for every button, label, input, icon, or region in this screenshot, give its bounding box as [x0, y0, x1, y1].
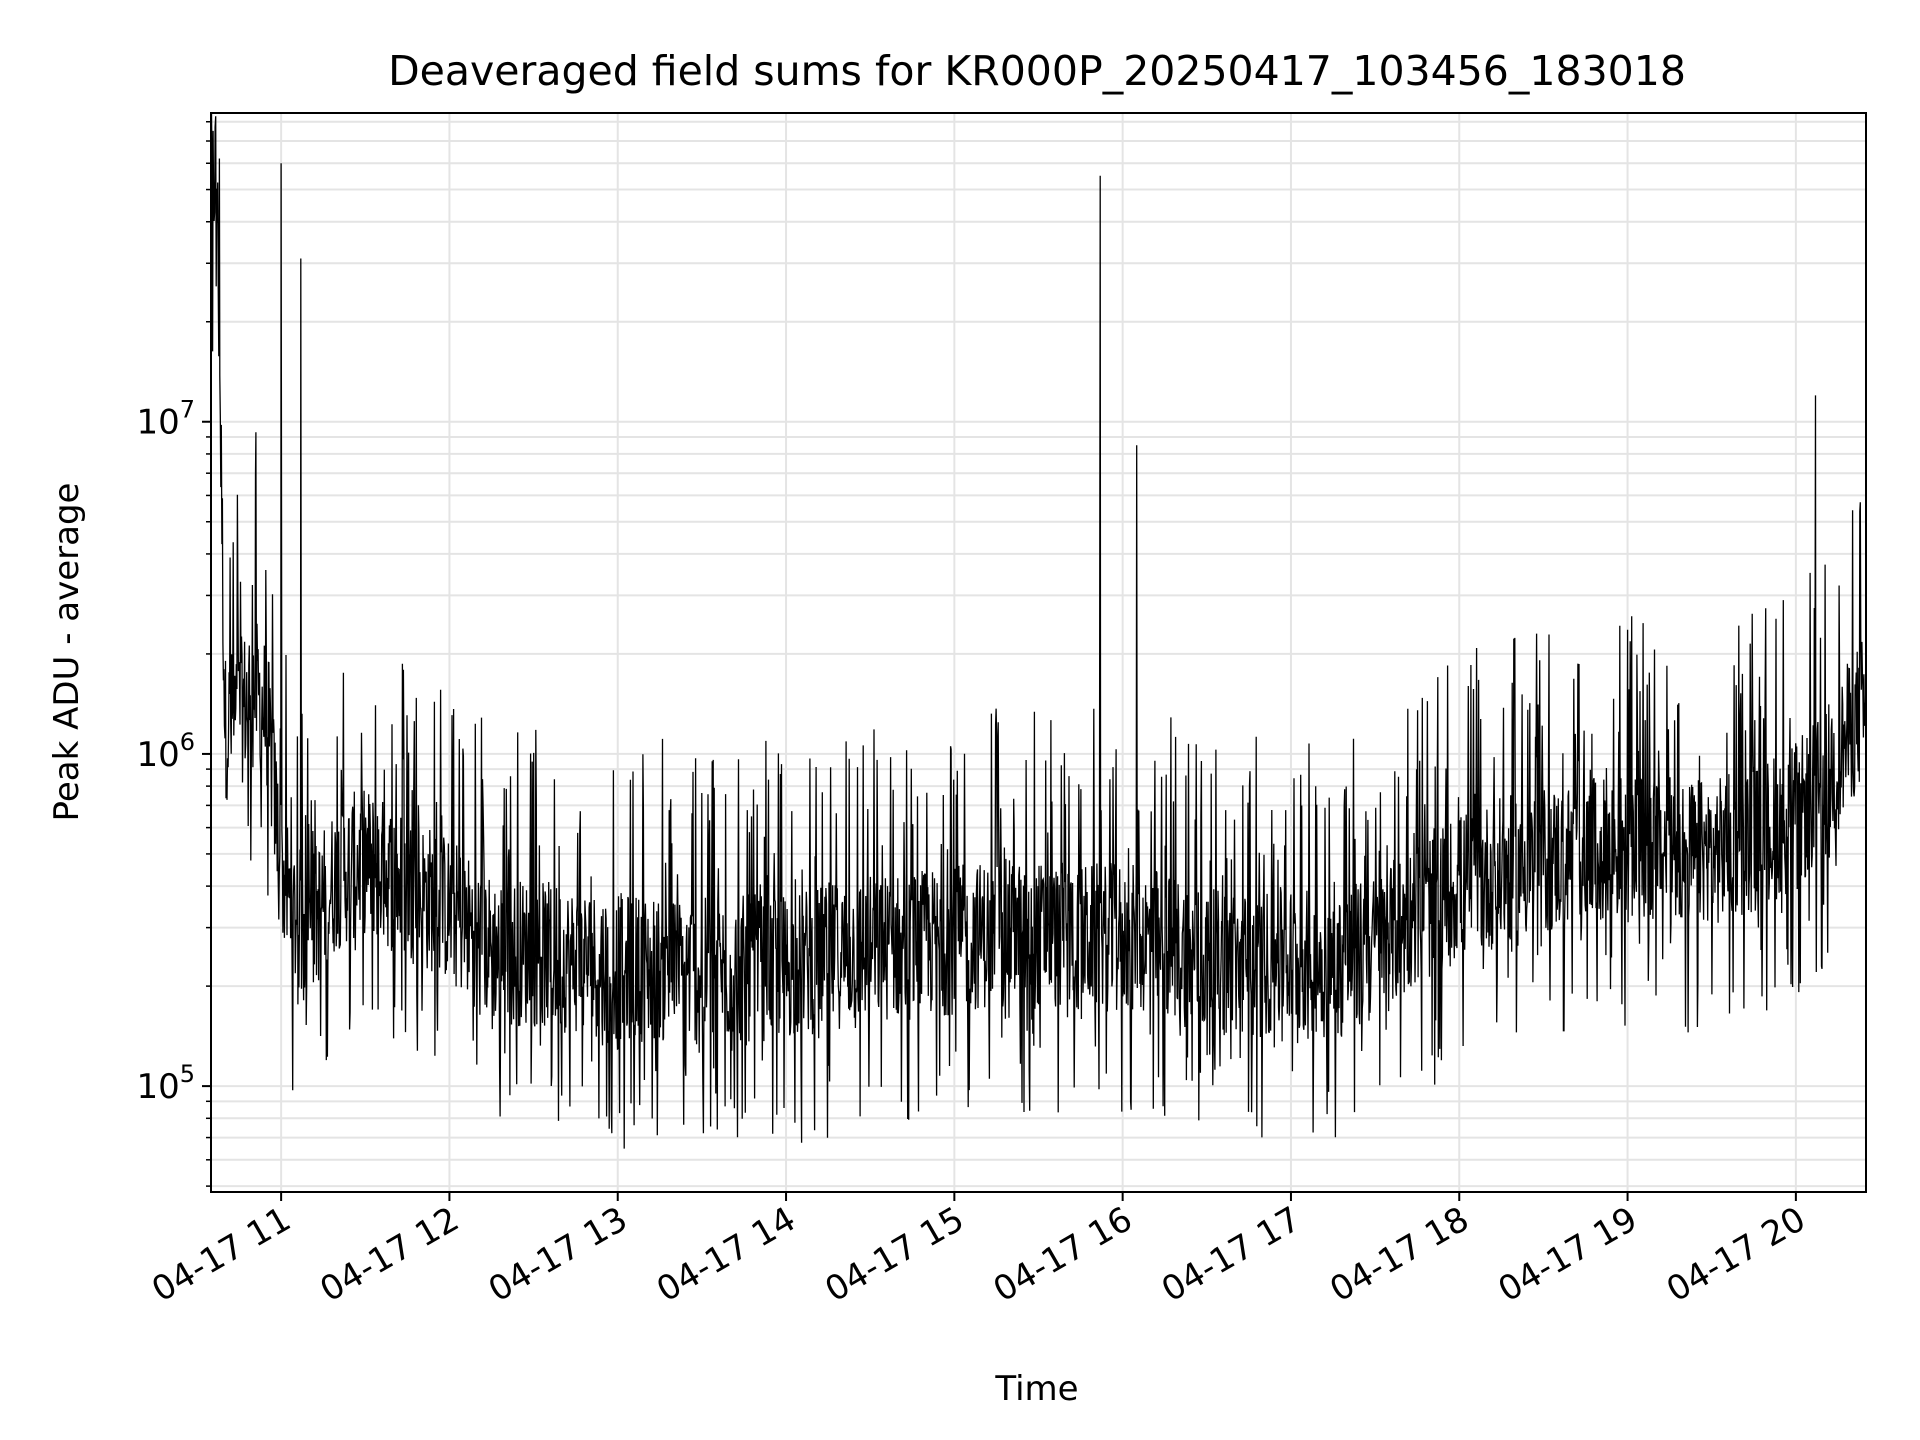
y-tick-label: 105 [136, 1060, 195, 1107]
y-tick-label: 106 [136, 728, 195, 775]
chart-title: Deaveraged field sums for KR000P_2025041… [388, 47, 1686, 95]
x-tick-label: 04-17 19 [1492, 1199, 1644, 1310]
y-tick-label: 107 [136, 396, 195, 443]
plot-frame [210, 112, 1867, 1193]
x-tick-label: 04-17 14 [650, 1199, 802, 1310]
x-tick-label: 04-17 15 [818, 1199, 970, 1310]
plot-area [210, 112, 1867, 1149]
x-axis-label: Time [994, 1369, 1078, 1409]
x-axis: 04-17 11 04-17 12 04-17 13 04-17 14 04-17 15… [145, 1192, 1812, 1310]
grid [211, 113, 1866, 1192]
x-tick-label: 04-17 18 [1323, 1199, 1475, 1310]
x-tick-label: 04-17 12 [314, 1199, 466, 1310]
y-axis-label: Peak ADU - average [47, 483, 87, 822]
x-tick-label: 04-17 11 [145, 1199, 297, 1310]
x-tick-label: 04-17 16 [987, 1199, 1139, 1310]
x-tick-label: 04-17 13 [482, 1199, 634, 1310]
series-line [210, 112, 1867, 1149]
y-axis: 105 106 107 [136, 120, 211, 1187]
x-tick-label: 04-17 17 [1155, 1199, 1307, 1310]
x-tick-label: 04-17 20 [1660, 1199, 1812, 1310]
